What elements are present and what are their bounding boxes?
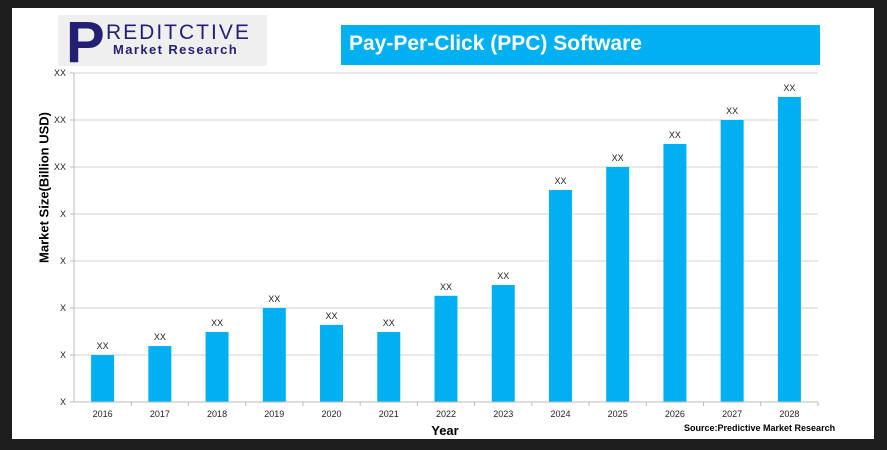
x-tick-label: 2024	[550, 409, 570, 419]
bar	[548, 190, 572, 402]
data-label: XX	[268, 294, 280, 304]
logo: P REDITCTIVE Market Research	[58, 10, 267, 75]
bar	[663, 143, 687, 402]
data-label: XX	[669, 130, 681, 140]
y-tick-label: X	[60, 397, 66, 407]
x-tick-label: 2025	[608, 409, 628, 419]
bar	[91, 355, 115, 402]
logo-letter: P	[66, 10, 105, 75]
bar	[606, 167, 630, 402]
x-tick-label: 2022	[436, 409, 456, 419]
x-tick-label: 2021	[379, 409, 399, 419]
bar	[377, 331, 401, 402]
x-tick-label: 2017	[150, 409, 170, 419]
data-label: XX	[726, 106, 738, 116]
bar	[320, 324, 344, 402]
data-label: XX	[383, 318, 395, 328]
bar	[491, 284, 515, 402]
y-tick-label: XX	[54, 115, 66, 125]
bar	[720, 120, 744, 402]
data-label: XX	[440, 282, 452, 292]
x-tick-label: 2019	[264, 409, 284, 419]
y-tick-label: X	[60, 256, 66, 266]
y-axis-label: Market Size(Billion USD)	[36, 112, 52, 263]
x-tick-label: 2026	[665, 409, 685, 419]
logo-top-text: REDITCTIVE	[106, 21, 251, 44]
y-tick-label: X	[60, 209, 66, 219]
data-label: XX	[211, 318, 223, 328]
y-tick-label: X	[60, 303, 66, 313]
x-tick-label: 2028	[779, 409, 799, 419]
data-label: XX	[554, 176, 566, 186]
data-label: XX	[612, 153, 624, 163]
source-note: Source:Predictive Market Research	[684, 423, 836, 433]
x-tick-label: 2023	[493, 409, 513, 419]
bar	[262, 308, 286, 402]
y-tick-label: XX	[54, 162, 66, 172]
bar	[434, 295, 458, 402]
x-tick-label: 2016	[93, 409, 113, 419]
data-label: XX	[783, 83, 795, 93]
chart-title: Pay-Per-Click (PPC) Software	[349, 32, 642, 55]
x-tick-label: 2027	[722, 409, 742, 419]
data-label: XX	[326, 311, 338, 321]
y-tick-label: XX	[54, 68, 66, 78]
data-label: XX	[497, 271, 509, 281]
y-tick-label: X	[60, 350, 66, 360]
logo-bottom-text: Market Research	[113, 42, 239, 57]
data-label: XX	[97, 341, 109, 351]
x-tick-label: 2018	[207, 409, 227, 419]
x-axis-label: Year	[431, 423, 459, 438]
data-label: XX	[154, 332, 166, 342]
bar	[205, 331, 229, 402]
title-banner: Pay-Per-Click (PPC) Software	[341, 25, 820, 65]
bar	[148, 346, 172, 402]
bar	[777, 96, 801, 402]
x-tick-label: 2020	[322, 409, 342, 419]
